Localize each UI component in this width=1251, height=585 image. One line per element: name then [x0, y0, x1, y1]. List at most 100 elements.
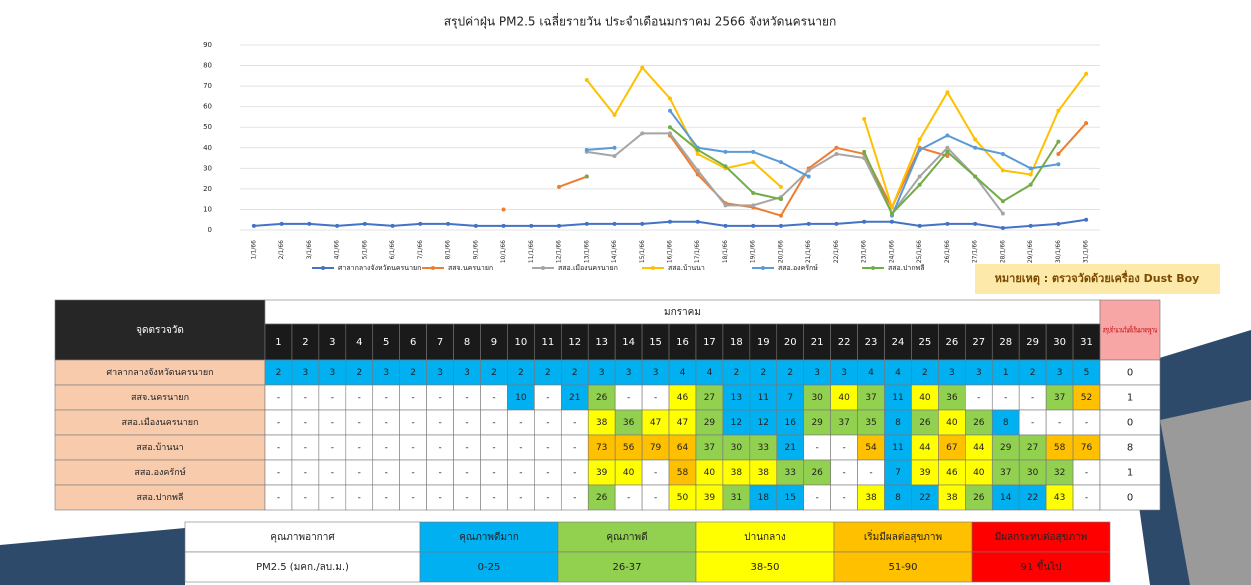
value-cell: [938, 484, 966, 511]
x-tick-label: 14/1/66: [611, 240, 618, 263]
series-point: [668, 125, 672, 130]
value-cell: [641, 409, 670, 436]
series-point: [862, 219, 867, 224]
series-point: [668, 96, 672, 101]
series-line: [585, 65, 782, 188]
value-cell: [480, 484, 508, 511]
value-label: -: [842, 493, 845, 503]
value-label: -: [1085, 418, 1088, 428]
value-cell: [641, 484, 670, 511]
value-label: 14: [1000, 493, 1012, 503]
x-tick-label: 9/1/66: [472, 240, 479, 259]
value-cell: [480, 409, 508, 436]
series-point: [862, 149, 867, 154]
series-line: [669, 126, 782, 201]
value-cell: [345, 409, 374, 436]
quality-level-cell: [557, 521, 697, 553]
series-point: [778, 223, 783, 228]
day-label: 17: [703, 337, 716, 348]
value-label: 38: [596, 418, 608, 428]
x-tick-label: 10/1/66: [500, 240, 507, 263]
value-cell: [560, 484, 589, 511]
value-label: 3: [464, 368, 470, 378]
series-point: [695, 151, 700, 156]
series-point: [1056, 221, 1061, 226]
value-label: -: [1004, 393, 1007, 403]
table-header-cell: [318, 323, 347, 361]
value-cell: [345, 484, 374, 511]
series-point: [945, 133, 950, 138]
value-cell: [911, 434, 939, 461]
x-tick-label: 30/1/66: [1055, 240, 1062, 263]
value-label: 7: [787, 393, 793, 403]
value-label: 37: [704, 443, 715, 453]
exceed-count: 1: [1127, 393, 1133, 404]
table-header-cell: [1018, 323, 1047, 361]
value-cell: [722, 384, 751, 411]
value-label: 2: [734, 368, 740, 378]
value-label: 47: [677, 418, 688, 428]
series-point: [1000, 168, 1005, 173]
series-point: [612, 112, 617, 117]
value-label: 38: [758, 468, 770, 478]
series-point: [751, 203, 756, 208]
quality-level-cell: [971, 551, 1111, 583]
value-label: -: [304, 393, 307, 403]
quality-level-cell: [419, 521, 559, 553]
station-name: สสอ.ปากพลี: [137, 492, 184, 503]
value-label: -: [465, 468, 468, 478]
value-cell: [426, 484, 454, 511]
value-label: 26: [596, 393, 608, 403]
value-label: -: [519, 468, 522, 478]
x-tick-label: 7/1/66: [417, 240, 424, 259]
exceed-cell: [1099, 384, 1161, 411]
series-point: [501, 207, 506, 212]
value-label: 67: [946, 443, 957, 453]
value-label: -: [385, 493, 388, 503]
value-cell: [695, 384, 724, 411]
series-point: [862, 117, 867, 121]
value-cell: [911, 459, 939, 486]
x-tick-label: 4/1/66: [334, 240, 341, 259]
value-cell: [534, 484, 562, 511]
station-name: ศาลากลางจังหวัดนครนายก: [106, 368, 213, 378]
value-label: 39: [596, 468, 608, 478]
value-label: 35: [865, 418, 876, 428]
value-cell: [1045, 384, 1074, 411]
legend-swatch: [321, 266, 325, 270]
value-cell: [1072, 459, 1101, 486]
value-cell: [965, 384, 993, 411]
y-tick-label: 70: [203, 82, 212, 90]
value-cell: [722, 359, 751, 386]
value-label: -: [304, 418, 307, 428]
legend-swatch: [871, 266, 875, 270]
quality-cell: [184, 521, 421, 553]
value-cell: [884, 359, 912, 386]
legend-label: สสอ.องครักษ์: [778, 264, 818, 272]
value-label: -: [385, 468, 388, 478]
value-label: -: [277, 418, 280, 428]
value-cell: [480, 384, 508, 411]
table-header: จุดตรวจวัด: [136, 325, 184, 336]
value-cell: [695, 484, 724, 511]
legend-label: สสจ.นครนายก: [448, 264, 493, 272]
value-label: -: [412, 493, 415, 503]
value-label: 3: [599, 368, 605, 378]
series-point: [889, 205, 894, 210]
value-cell: [587, 459, 616, 486]
quality-level-cell: [971, 521, 1111, 553]
series-point: [1028, 172, 1033, 177]
value-label: 3: [303, 368, 309, 378]
value-cell: [291, 484, 320, 511]
value-cell: [1072, 384, 1101, 411]
value-cell: [857, 434, 885, 461]
value-label: -: [438, 418, 441, 428]
value-cell: [1072, 434, 1101, 461]
series-point: [862, 156, 867, 161]
value-label: 2: [356, 368, 362, 378]
value-cell: [560, 359, 589, 386]
value-label: 37: [1054, 393, 1065, 403]
value-cell: [695, 459, 724, 486]
value-label: -: [546, 443, 549, 453]
series-point: [584, 174, 589, 179]
